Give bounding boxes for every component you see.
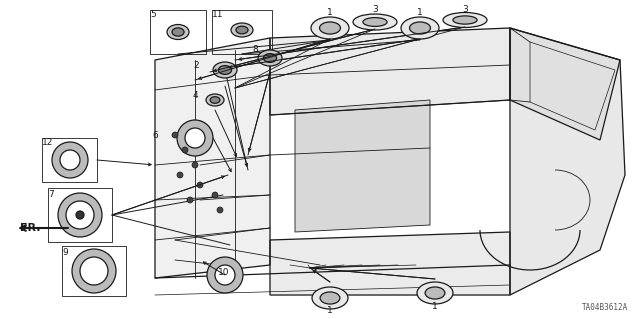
Polygon shape	[270, 28, 510, 115]
Ellipse shape	[172, 28, 184, 36]
Text: TA04B3612A: TA04B3612A	[582, 303, 628, 312]
Circle shape	[207, 257, 243, 293]
Ellipse shape	[401, 17, 439, 39]
Circle shape	[197, 182, 203, 188]
Circle shape	[72, 249, 116, 293]
Bar	[150, 10, 206, 54]
Ellipse shape	[312, 287, 348, 309]
Circle shape	[192, 162, 198, 168]
Ellipse shape	[206, 94, 224, 106]
Circle shape	[52, 142, 88, 178]
Bar	[48, 188, 112, 242]
Circle shape	[58, 193, 102, 237]
Bar	[212, 10, 272, 54]
Text: 9: 9	[62, 248, 68, 257]
Ellipse shape	[167, 25, 189, 40]
Circle shape	[76, 211, 84, 219]
Polygon shape	[510, 28, 620, 140]
Text: 12: 12	[42, 138, 53, 147]
Bar	[42, 138, 97, 182]
Circle shape	[187, 197, 193, 203]
Circle shape	[172, 132, 178, 138]
Ellipse shape	[311, 17, 349, 39]
Circle shape	[212, 192, 218, 198]
Ellipse shape	[320, 292, 340, 304]
Polygon shape	[510, 28, 625, 295]
Circle shape	[215, 265, 235, 285]
Ellipse shape	[213, 62, 237, 78]
Ellipse shape	[363, 18, 387, 26]
Polygon shape	[270, 232, 510, 295]
Ellipse shape	[236, 26, 248, 34]
Text: 11: 11	[212, 10, 223, 19]
Text: FR.: FR.	[20, 223, 40, 233]
Text: 1: 1	[432, 302, 438, 311]
Ellipse shape	[231, 23, 253, 37]
Ellipse shape	[443, 12, 487, 27]
Text: 1: 1	[417, 8, 423, 17]
Ellipse shape	[319, 22, 340, 34]
Ellipse shape	[258, 50, 282, 66]
Ellipse shape	[264, 54, 276, 63]
Bar	[62, 246, 126, 296]
Circle shape	[217, 207, 223, 213]
Text: 1: 1	[327, 8, 333, 17]
Text: 1: 1	[327, 306, 333, 315]
Ellipse shape	[425, 287, 445, 299]
Ellipse shape	[417, 282, 453, 304]
Text: 8: 8	[252, 46, 258, 55]
Circle shape	[182, 147, 188, 153]
Ellipse shape	[453, 16, 477, 24]
Circle shape	[66, 201, 94, 229]
Circle shape	[177, 172, 183, 178]
Text: 3: 3	[372, 5, 378, 14]
Text: 6: 6	[152, 130, 157, 139]
Circle shape	[177, 120, 213, 156]
Circle shape	[60, 150, 80, 170]
Ellipse shape	[210, 97, 220, 103]
Ellipse shape	[353, 14, 397, 30]
Ellipse shape	[218, 66, 232, 74]
Circle shape	[185, 128, 205, 148]
Text: 7: 7	[48, 190, 54, 199]
Text: 5: 5	[150, 10, 156, 19]
Polygon shape	[155, 38, 270, 278]
Text: 10: 10	[218, 268, 230, 277]
Text: 2: 2	[193, 61, 198, 70]
Text: 4: 4	[193, 92, 198, 100]
Text: 3: 3	[462, 5, 468, 14]
Ellipse shape	[410, 22, 431, 34]
Polygon shape	[295, 100, 430, 232]
Circle shape	[80, 257, 108, 285]
